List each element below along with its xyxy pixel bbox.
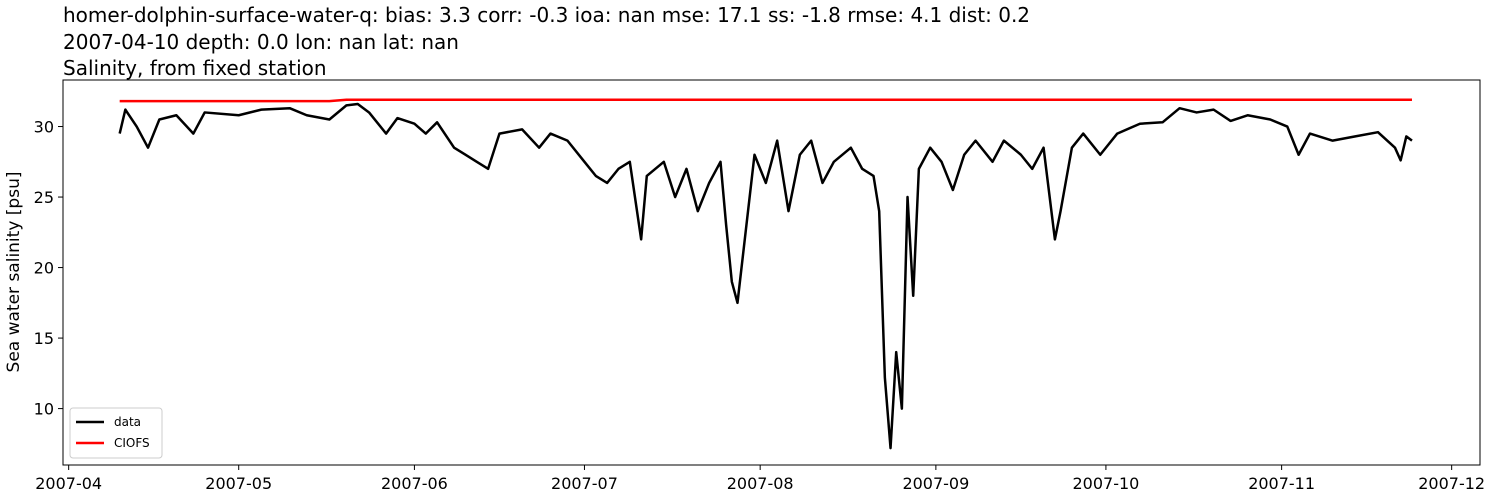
chart-title: 2007-04-10 depth: 0.0 lon: nan lat: nan [63, 30, 459, 54]
y-axis-label: Sea water salinity [psu] [4, 172, 24, 373]
legend: data CIOFS [69, 407, 163, 459]
x-tick-label: 2007-12 [1418, 474, 1485, 493]
legend-label: data [114, 415, 141, 429]
legend-box [69, 407, 163, 459]
y-tick-label: 15 [34, 329, 54, 348]
x-tick-label: 2007-07 [551, 474, 618, 493]
y-tick-label: 25 [34, 188, 54, 207]
chart-title: homer-dolphin-surface-water-q: bias: 3.3… [63, 3, 1030, 27]
data-line [118, 102, 1413, 450]
y-tick-label: 20 [34, 259, 54, 278]
data-line [119, 98, 1412, 103]
y-tick-label: 30 [34, 118, 54, 137]
x-tick-label: 2007-05 [205, 474, 272, 493]
x-tick-label: 2007-06 [381, 474, 448, 493]
legend-label: CIOFS [114, 436, 150, 450]
x-tick-label: 2007-09 [902, 474, 969, 493]
x-tick-label: 2007-10 [1072, 474, 1139, 493]
plot-frame [62, 79, 1481, 466]
x-tick-label: 2007-11 [1248, 474, 1315, 493]
chart-title: Salinity, from fixed station [63, 56, 327, 80]
x-tick-label: 2007-08 [727, 474, 794, 493]
x-tick-label: 2007-04 [35, 474, 102, 493]
y-tick-label: 10 [34, 400, 54, 419]
